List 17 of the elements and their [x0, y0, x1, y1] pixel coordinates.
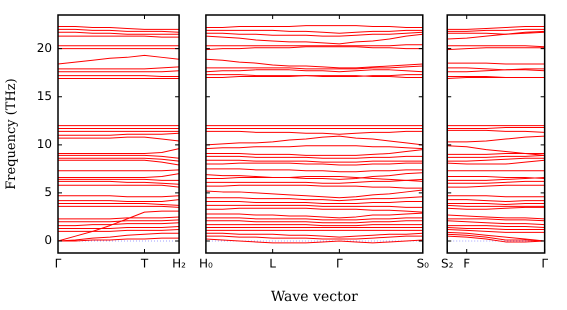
x-tick-label: Γ	[541, 256, 548, 270]
x-tick-label: Γ	[336, 256, 344, 270]
x-tick-label: S₂	[440, 256, 454, 270]
x-tick-label: T	[140, 256, 149, 270]
x-tick-label: H₂	[172, 256, 186, 270]
y-tick-label: 20	[36, 40, 52, 55]
y-tick-label: 0	[44, 233, 52, 248]
x-tick-label: Γ	[54, 256, 62, 270]
y-tick-label: 5	[44, 185, 52, 200]
y-tick-label: 15	[36, 88, 52, 103]
y-axis-title: Frequency (THz)	[4, 78, 20, 190]
x-tick-label: H₀	[198, 256, 214, 270]
x-axis-title: Wave vector	[270, 289, 358, 306]
y-tick-label: 10	[36, 136, 52, 151]
x-tick-label: L	[269, 256, 276, 270]
x-tick-label: S₀	[416, 256, 430, 270]
x-tick-label: F	[463, 256, 470, 270]
